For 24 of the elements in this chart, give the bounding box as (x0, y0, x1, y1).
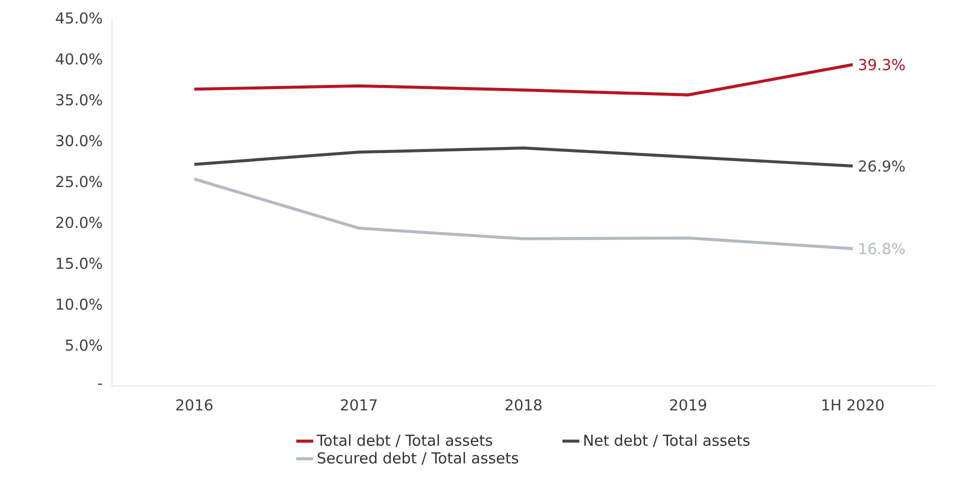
line-series (192, 63, 854, 96)
y-tick-label: - (98, 384, 102, 385)
data-label: 16.8% (860, 242, 905, 254)
x-tick-label: 2016 (176, 399, 212, 411)
y-tick-label: 30.0% (56, 134, 102, 146)
x-tick-label: 2017 (340, 399, 377, 411)
y-tick-label: 20.0% (56, 216, 102, 228)
y-tick-label: 35.0% (56, 94, 102, 106)
legend-label: Secured debt / Total assets (318, 452, 518, 465)
legend-label: Net debt / Total assets (584, 434, 750, 448)
line-series (192, 146, 854, 168)
y-tick-label: 5.0% (66, 339, 102, 351)
x-tick-label: 1H 2020 (822, 399, 884, 411)
legend-label: Total debt / Total assets (316, 434, 492, 448)
y-tick-label: 40.0% (56, 53, 102, 65)
y-tick-label: 10.0% (56, 298, 102, 310)
data-label: 39.3% (859, 58, 905, 70)
y-tick-label: 45.0% (56, 12, 102, 24)
data-label: 26.9% (859, 160, 905, 172)
x-tick-label: 2019 (670, 399, 706, 411)
line-series (192, 178, 854, 250)
y-tick-label: 25.0% (56, 176, 102, 188)
x-tick-label: 2018 (506, 399, 542, 411)
y-tick-label: 15.0% (56, 258, 102, 270)
